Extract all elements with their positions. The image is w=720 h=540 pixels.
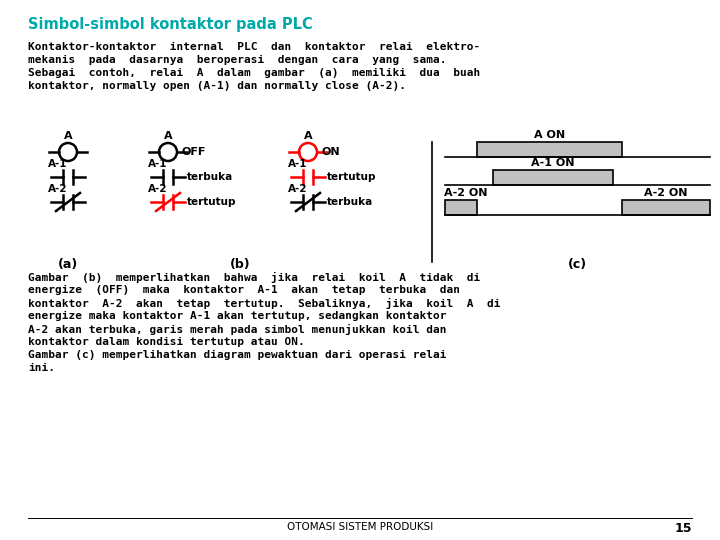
Text: kontaktor dalam kondisi tertutup atau ON.: kontaktor dalam kondisi tertutup atau ON… <box>28 337 305 347</box>
Text: energize  (OFF)  maka  kontaktor  A-1  akan  tetap  terbuka  dan: energize (OFF) maka kontaktor A-1 akan t… <box>28 285 460 295</box>
Text: (c): (c) <box>568 258 587 271</box>
Text: (a): (a) <box>58 258 78 271</box>
Text: terbuka: terbuka <box>327 197 373 207</box>
Text: A-1 ON: A-1 ON <box>531 158 575 168</box>
Text: Gambar  (b)  memperlihatkan  bahwa  jika  relai  koil  A  tidak  di: Gambar (b) memperlihatkan bahwa jika rel… <box>28 272 480 283</box>
Text: A-2: A-2 <box>288 184 307 194</box>
Text: tertutup: tertutup <box>187 197 236 207</box>
Text: kontaktor  A-2  akan  tetap  tertutup.  Sebaliknya,  jika  koil  A  di: kontaktor A-2 akan tetap tertutup. Sebal… <box>28 298 500 309</box>
Text: kontaktor, normally open (A-1) dan normally close (A-2).: kontaktor, normally open (A-1) dan norma… <box>28 81 406 91</box>
Text: ini.: ini. <box>28 363 55 373</box>
Text: terbuka: terbuka <box>187 172 233 182</box>
Text: A-1: A-1 <box>48 159 68 169</box>
Text: A-2 ON: A-2 ON <box>444 188 487 198</box>
Text: A: A <box>163 131 172 141</box>
Text: A-1: A-1 <box>288 159 307 169</box>
Text: OTOMASI SISTEM PRODUKSI: OTOMASI SISTEM PRODUKSI <box>287 522 433 532</box>
Text: OFF: OFF <box>181 147 205 157</box>
Text: tertutup: tertutup <box>327 172 377 182</box>
Text: Kontaktor-kontaktor  internal  PLC  dan  kontaktor  relai  elektro-: Kontaktor-kontaktor internal PLC dan kon… <box>28 42 480 52</box>
Text: A-1: A-1 <box>148 159 168 169</box>
Text: Simbol-simbol kontaktor pada PLC: Simbol-simbol kontaktor pada PLC <box>28 17 312 32</box>
Bar <box>445 200 477 215</box>
Text: A-2: A-2 <box>148 184 168 194</box>
Bar <box>477 142 622 157</box>
Text: A: A <box>304 131 312 141</box>
Text: Sebagai  contoh,  relai  A  dalam  gambar  (a)  memiliki  dua  buah: Sebagai contoh, relai A dalam gambar (a)… <box>28 68 480 78</box>
Text: ON: ON <box>321 147 340 157</box>
Text: A-2 ON: A-2 ON <box>644 188 688 198</box>
Text: mekanis  pada  dasarnya  beroperasi  dengan  cara  yang  sama.: mekanis pada dasarnya beroperasi dengan … <box>28 55 446 65</box>
Text: A: A <box>63 131 72 141</box>
Text: (b): (b) <box>230 258 251 271</box>
Text: A ON: A ON <box>534 130 565 140</box>
Text: energize maka kontaktor A-1 akan tertutup, sedangkan kontaktor: energize maka kontaktor A-1 akan tertutu… <box>28 311 446 321</box>
Text: A-2 akan terbuka, garis merah pada simbol menunjukkan koil dan: A-2 akan terbuka, garis merah pada simbo… <box>28 324 446 335</box>
Text: 15: 15 <box>675 522 692 535</box>
Bar <box>622 200 710 215</box>
Bar <box>493 170 613 185</box>
Text: Gambar (c) memperlihatkan diagram pewaktuan dari operasi relai: Gambar (c) memperlihatkan diagram pewakt… <box>28 350 446 360</box>
Text: A-2: A-2 <box>48 184 68 194</box>
